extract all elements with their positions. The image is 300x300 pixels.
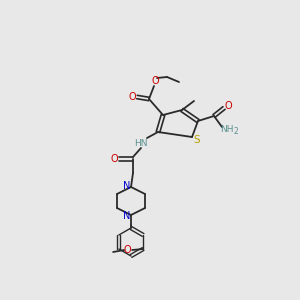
Text: N: N (123, 211, 131, 221)
Text: O: O (110, 154, 118, 164)
Text: O: O (151, 76, 159, 86)
Text: O: O (224, 101, 232, 111)
Text: 2: 2 (234, 128, 239, 136)
Text: NH: NH (220, 124, 234, 134)
Text: S: S (194, 135, 200, 145)
Text: O: O (123, 245, 131, 255)
Text: HN: HN (134, 139, 148, 148)
Text: O: O (128, 92, 136, 102)
Text: N: N (123, 181, 131, 191)
